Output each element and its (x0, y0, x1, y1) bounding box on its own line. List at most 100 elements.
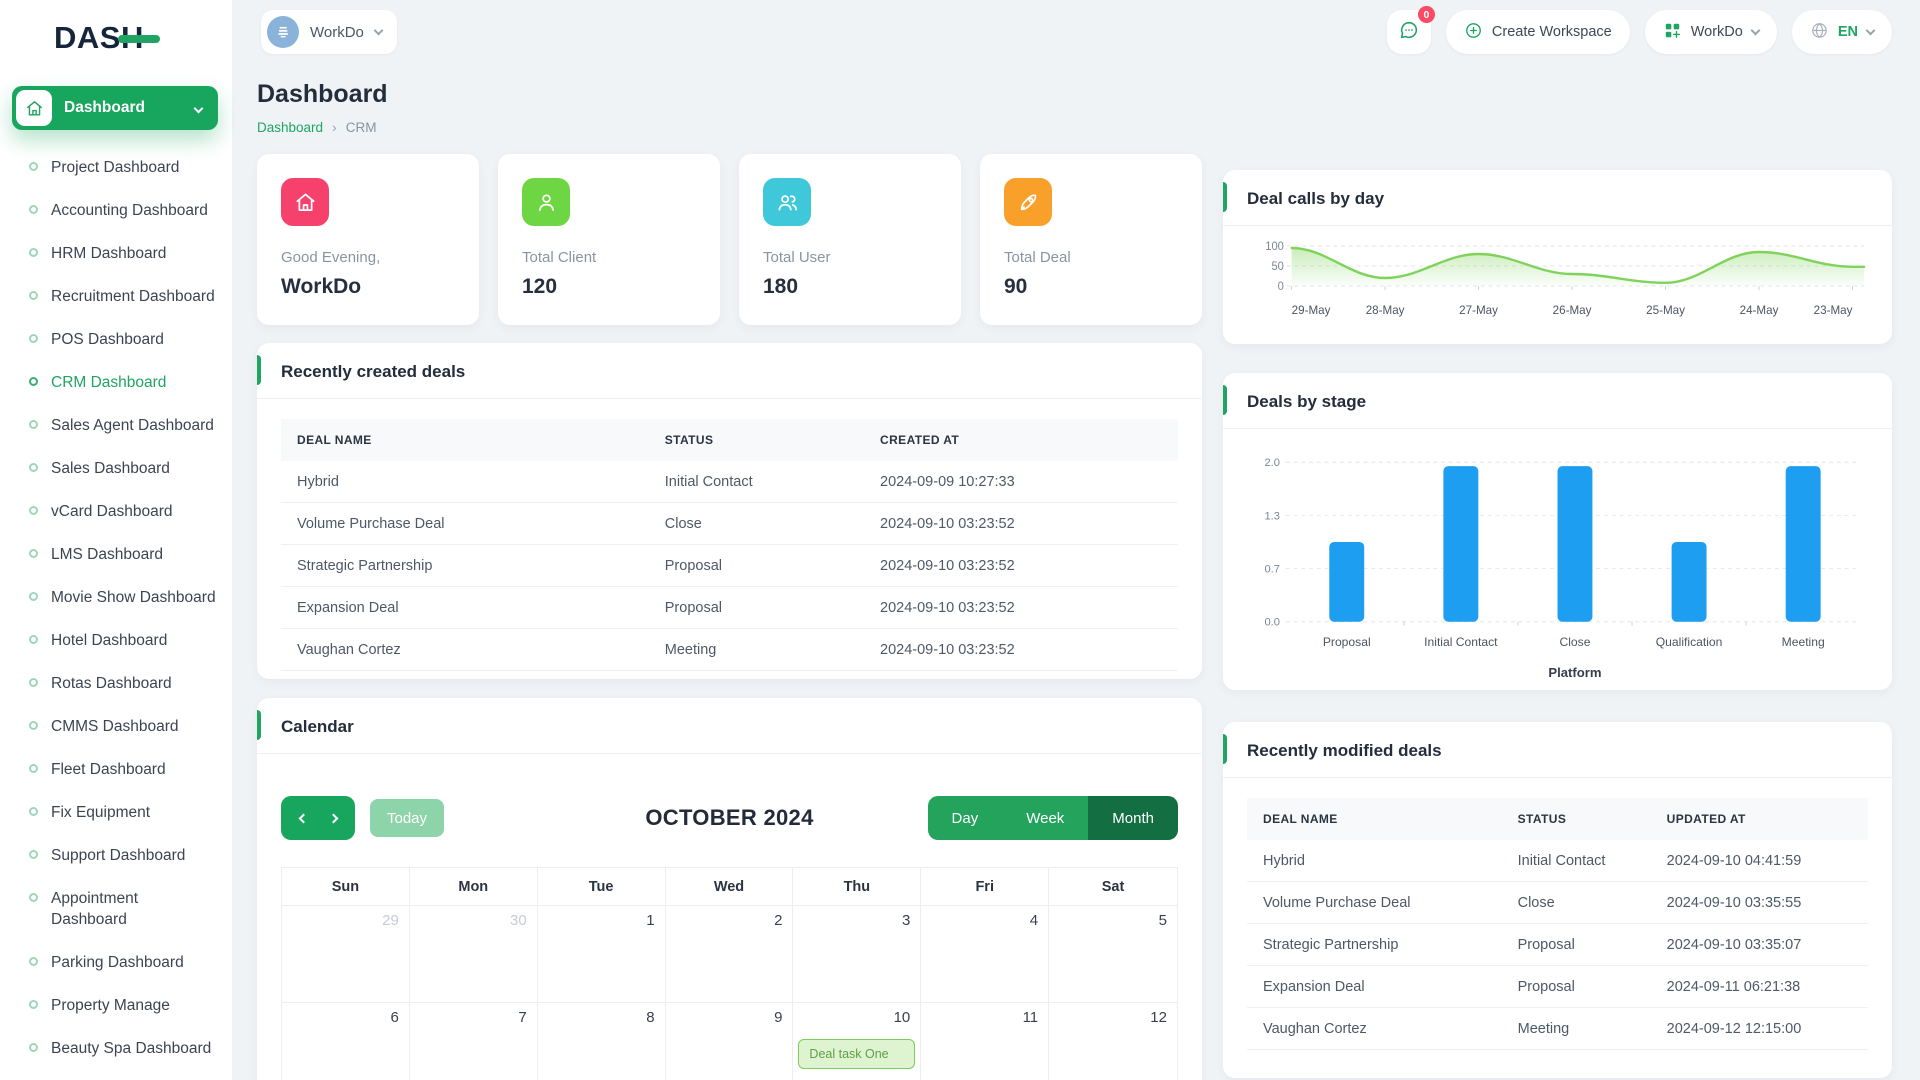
calendar-cell-10[interactable]: 10 Deal task One (793, 1003, 922, 1080)
sidebar-item-movie-show-dashboard[interactable]: Movie Show Dashboard (0, 576, 232, 619)
brand-logo[interactable]: DASH (54, 20, 160, 56)
sidebar-item-parking-dashboard[interactable]: Parking Dashboard (0, 941, 232, 984)
sidebar-item-lms-dashboard[interactable]: LMS Dashboard (0, 533, 232, 576)
calendar-view-switcher: Day Week Month (927, 796, 1178, 840)
table-cell: 2024-09-10 03:23:52 (864, 502, 1178, 545)
calendar-prev-button[interactable] (288, 796, 318, 840)
table-cell: 2024-09-10 03:23:52 (864, 628, 1178, 671)
circle-icon (29, 420, 38, 429)
chevron-down-icon (193, 103, 204, 113)
calendar-day-header-sat: Sat (1049, 868, 1177, 906)
sidebar-item-sales-agent-dashboard[interactable]: Sales Agent Dashboard (0, 404, 232, 447)
sidebar-item-hotel-dashboard[interactable]: Hotel Dashboard (0, 619, 232, 662)
chevron-down-icon (1750, 25, 1761, 36)
sidebar-item-label: Recruitment Dashboard (51, 288, 215, 305)
table-cell: Strategic Partnership (1247, 923, 1502, 966)
workspace-switcher[interactable]: WorkDo (261, 10, 397, 54)
calendar-day-header-fri: Fri (921, 868, 1050, 906)
calendar-day-number: 2 (774, 912, 783, 929)
sidebar-item-support-dashboard[interactable]: Support Dashboard (0, 834, 232, 877)
chat-icon (1398, 19, 1420, 46)
calendar-cell-4[interactable]: 4 (921, 906, 1050, 1003)
calendar-today-button[interactable]: Today (370, 799, 445, 837)
table-cell: Close (1501, 881, 1651, 924)
table-row: Expansion Deal Proposal 2024-09-11 06:21:3… (1247, 965, 1868, 1008)
calendar-cell-11[interactable]: 11 (921, 1003, 1050, 1080)
table-row: Hybrid Initial Contact 2024-09-10 04:41:59 (1247, 840, 1868, 882)
breadcrumb-dashboard-link[interactable]: Dashboard (257, 119, 324, 135)
calendar-cell-3[interactable]: 3 (793, 906, 922, 1003)
calendar-cell-30[interactable]: 30 (409, 906, 538, 1003)
sidebar-item-recruitment-dashboard[interactable]: Recruitment Dashboard (0, 275, 232, 318)
sidebar-item-facilities-dashboard[interactable]: Facilities Dashboard (0, 1070, 232, 1080)
sidebar-item-fix-equipment[interactable]: Fix Equipment (0, 791, 232, 834)
calendar-cell-8[interactable]: 8 (538, 1003, 666, 1080)
column-header-deal-name: DEAL NAME (1247, 798, 1502, 840)
sidebar-item-label: Hotel Dashboard (51, 632, 168, 649)
table-cell: Meeting (648, 628, 865, 671)
sidebar-item-hrm-dashboard[interactable]: HRM Dashboard (0, 232, 232, 275)
create-workspace-button[interactable]: Create Workspace (1445, 10, 1630, 54)
workspace-menu-button[interactable]: WorkDo (1644, 10, 1777, 54)
calendar-cell-12[interactable]: 12 (1049, 1003, 1177, 1080)
sidebar-item-label: POS Dashboard (51, 331, 164, 348)
calendar-next-button[interactable] (318, 796, 348, 840)
table-cell: Meeting (1501, 1007, 1651, 1050)
calendar-month-title: OCTOBER 2024 (645, 805, 814, 830)
column-header-status: STATUS (648, 419, 865, 461)
table-cell: Proposal (1501, 965, 1651, 1008)
circle-icon (29, 1043, 38, 1052)
circle-icon (29, 1000, 38, 1009)
calendar-cell-2[interactable]: 2 (665, 906, 794, 1003)
notifications-button[interactable]: 0 (1386, 6, 1435, 54)
calendar-cell-5[interactable]: 5 (1049, 906, 1177, 1003)
calendar-cell-29[interactable]: 29 (282, 906, 410, 1003)
table-cell: 2024-09-12 12:15:00 (1650, 1007, 1868, 1050)
calendar-day-number: 8 (646, 1009, 655, 1026)
table-cell: 2024-09-10 03:23:52 (864, 586, 1178, 629)
table-cell: 2024-09-10 03:35:55 (1650, 881, 1868, 924)
calendar-event[interactable]: Deal task One (798, 1039, 916, 1069)
calendar-view-week[interactable]: Week (1002, 796, 1089, 840)
breadcrumb: Dashboard › CRM (257, 119, 376, 135)
sidebar-item-accounting-dashboard[interactable]: Accounting Dashboard (0, 189, 232, 232)
sidebar-item-sales-dashboard[interactable]: Sales Dashboard (0, 447, 232, 490)
calendar-day-number: 30 (510, 912, 527, 929)
page-title: Dashboard (257, 80, 388, 108)
sidebar-item-beauty-spa-dashboard[interactable]: Beauty Spa Dashboard (0, 1027, 232, 1070)
sidebar-item-appointment-dashboard[interactable]: Appointment Dashboard (0, 877, 232, 941)
table-cell: 2024-09-09 10:27:33 (864, 461, 1178, 503)
sidebar-item-label: Sales Dashboard (51, 460, 170, 477)
calendar-cell-1[interactable]: 1 (537, 906, 666, 1003)
sidebar-item-fleet-dashboard[interactable]: Fleet Dashboard (0, 748, 232, 791)
deals-by-stage-title: Deals by stage (1223, 373, 1892, 429)
recently-modified-title: Recently modified deals (1223, 722, 1892, 778)
sidebar-item-rotas-dashboard[interactable]: Rotas Dashboard (0, 662, 232, 705)
calendar-cell-9[interactable]: 9 (666, 1003, 794, 1080)
calendar-day-header-mon: Mon (409, 868, 538, 906)
sidebar-item-label: CRM Dashboard (51, 374, 167, 391)
calendar-cell-7[interactable]: 7 (410, 1003, 538, 1080)
circle-icon (29, 807, 38, 816)
circle-icon (29, 893, 38, 902)
calendar-view-month[interactable]: Month (1088, 796, 1178, 840)
sidebar-item-crm-dashboard[interactable]: CRM Dashboard (0, 361, 232, 404)
svg-text:27-May: 27-May (1459, 303, 1498, 317)
sidebar-item-vcard-dashboard[interactable]: vCard Dashboard (0, 490, 232, 533)
sidebar-item-cmms-dashboard[interactable]: CMMS Dashboard (0, 705, 232, 748)
language-menu-button[interactable]: EN (1791, 10, 1892, 54)
sidebar-item-label: Support Dashboard (51, 847, 186, 864)
sidebar-item-property-manage[interactable]: Property Manage (0, 984, 232, 1027)
user-icon (522, 178, 570, 226)
recently-created-deals-card: Recently created deals DEAL NAME STATUS CR… (257, 343, 1202, 679)
column-header-status: STATUS (1501, 798, 1651, 840)
sidebar-item-dashboard[interactable]: Dashboard (12, 86, 218, 130)
calendar-cell-6[interactable]: 6 (282, 1003, 410, 1080)
sidebar-item-project-dashboard[interactable]: Project Dashboard (0, 146, 232, 189)
calendar-day-header-sun: Sun (282, 868, 410, 906)
calendar-view-day[interactable]: Day (927, 796, 1003, 840)
deal-calls-title: Deal calls by day (1223, 170, 1892, 226)
stat-value: 120 (522, 275, 558, 298)
sidebar-item-pos-dashboard[interactable]: POS Dashboard (0, 318, 232, 361)
stat-card-total-deal: Total Deal 90 (980, 154, 1202, 325)
